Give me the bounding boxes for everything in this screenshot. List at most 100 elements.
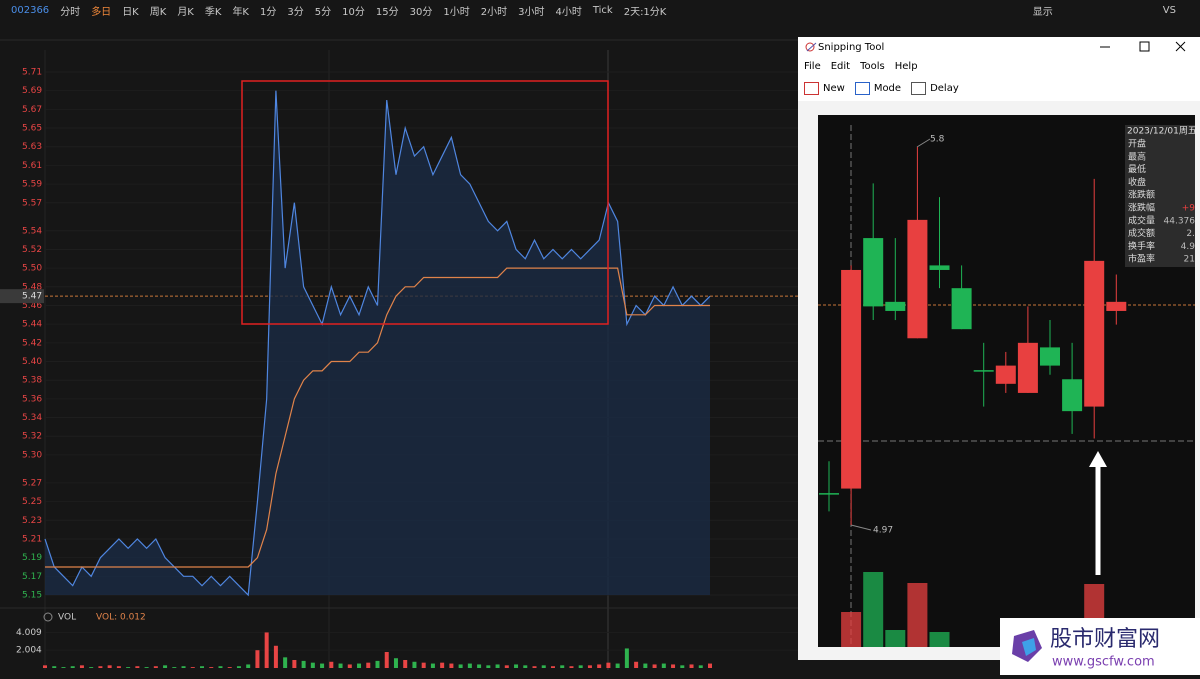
period-tab[interactable]: 3小时 (518, 6, 545, 18)
volume-bar (301, 660, 306, 668)
volume-bar (338, 663, 343, 668)
candle-body (973, 370, 994, 372)
volume-bar (523, 665, 528, 668)
volume-bar (172, 667, 177, 668)
period-tab[interactable]: 年K (232, 6, 249, 18)
stock-code[interactable]: 002366 (11, 4, 50, 16)
candle-body (1040, 347, 1060, 366)
watermark-art: 股市财富网 www.gscfw.com (1012, 627, 1160, 670)
watermark-name: 股市财富网 (1050, 627, 1160, 652)
y-tick-label: 5.38 (22, 376, 42, 386)
volume-bar (116, 666, 121, 668)
close-icon[interactable] (43, 612, 53, 622)
y-tick-label: 5.52 (22, 245, 42, 255)
volume-bar (70, 666, 75, 668)
volume-bar (163, 665, 168, 668)
vs-button[interactable]: VS (1162, 4, 1176, 16)
y-tick-label: 5.23 (22, 516, 42, 526)
low-pointer (850, 524, 872, 531)
app-icon (805, 42, 817, 52)
volume-bar (246, 664, 251, 668)
volume-bar (403, 660, 408, 668)
y-tick-label: 5.21 (22, 534, 42, 544)
period-tab[interactable]: 5分 (314, 6, 332, 18)
period-tab[interactable]: 周K (149, 6, 167, 18)
toolbar-button[interactable]: Delay (930, 82, 959, 94)
info-label: 市盈率 (1128, 253, 1155, 265)
period-tab[interactable]: 分时 (60, 6, 81, 18)
info-value: 21 (1184, 255, 1195, 265)
y-tick-label: 5.61 (22, 161, 42, 171)
menu-item[interactable]: Edit (830, 60, 851, 72)
period-tab[interactable]: Tick (592, 4, 613, 16)
volume-bar (597, 664, 602, 668)
period-tab[interactable]: 3分 (287, 6, 304, 18)
button-icon[interactable] (854, 81, 870, 95)
volume-bar (841, 612, 862, 647)
volume-bar (43, 665, 47, 668)
candle-body (841, 269, 862, 489)
arrow-head (1089, 451, 1107, 467)
period-tab[interactable]: 日K (122, 6, 139, 18)
volume-bar (347, 664, 352, 668)
period-tab[interactable]: 2小时 (480, 6, 508, 18)
high-label: 5.8 (930, 135, 945, 145)
info-label: 最高 (1128, 150, 1146, 162)
period-tab[interactable]: 1分 (260, 6, 277, 18)
period-tab[interactable]: 月K (177, 6, 194, 18)
volume-bar (624, 648, 629, 668)
display-menu[interactable]: 显示 (1032, 6, 1053, 18)
logo (1022, 638, 1036, 656)
window-title: Snipping Tool (818, 41, 885, 53)
period-tab[interactable]: 15分 (375, 6, 399, 18)
menu-item[interactable]: Help (894, 60, 918, 72)
volume-bar (467, 663, 472, 668)
toolbar-button[interactable]: Mode (873, 82, 902, 94)
y-tick-label: 5.71 (22, 68, 42, 78)
volume-bar (514, 664, 519, 668)
window-controls[interactable] (1090, 40, 1200, 54)
candle-body (995, 365, 1016, 384)
volume-bar (541, 665, 546, 668)
y-tick-label: 5.40 (22, 357, 42, 367)
vol-tick-label: 2.004 (16, 646, 42, 656)
volume-bar (698, 665, 703, 668)
volume-bar (929, 632, 950, 647)
snipping-tool-window: Snipping Tool File Edit Tools Help New Mode D… (798, 37, 1200, 660)
volume-bar (458, 664, 463, 668)
button-icon[interactable] (804, 81, 819, 95)
candle-body (1017, 342, 1038, 393)
toolbar-button[interactable]: New (823, 82, 845, 94)
period-tab[interactable]: 2天:1分K (623, 6, 667, 18)
volume-bar (412, 661, 417, 668)
volume-bar (144, 667, 149, 668)
period-tab[interactable]: 4小时 (555, 6, 582, 18)
info-label: 成交量 (1128, 214, 1155, 226)
volume-bar (357, 663, 362, 668)
volume-bar (550, 666, 555, 668)
volume-bar (661, 663, 666, 668)
volume-bar (393, 658, 398, 668)
low-label: 4.97 (873, 526, 893, 536)
info-date: 2023/12/01周五 (1127, 126, 1195, 137)
button-icon[interactable] (911, 81, 927, 95)
period-tab[interactable]: 1小时 (443, 6, 470, 18)
volume-bar (643, 663, 648, 668)
y-tick-label: 5.19 (22, 553, 42, 563)
volume-bar (273, 645, 278, 668)
period-tab[interactable]: 季K (204, 6, 222, 18)
period-tab[interactable]: 30分 (409, 6, 433, 18)
info-label: 涨跌额 (1128, 189, 1155, 201)
volume-bar (329, 661, 334, 668)
menu-item[interactable]: Tools (860, 60, 885, 72)
candle-body (819, 493, 839, 495)
menu-item[interactable]: File (804, 60, 821, 72)
info-label: 开盘 (1128, 138, 1146, 150)
volume-bar (375, 660, 380, 668)
volume-bar (320, 663, 325, 668)
volume-bar (615, 663, 620, 668)
period-tab[interactable]: 10分 (342, 6, 365, 18)
volume-bar (449, 663, 454, 668)
period-tab[interactable]: 多日 (91, 6, 112, 18)
volume-bar (89, 667, 94, 668)
